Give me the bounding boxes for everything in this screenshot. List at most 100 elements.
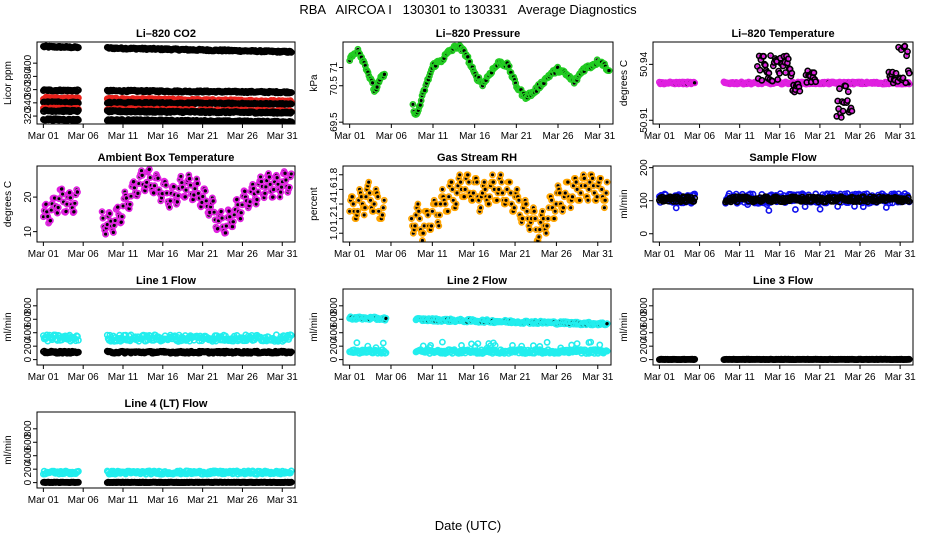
data-point <box>180 181 184 185</box>
data-point <box>51 194 59 202</box>
y-tick-label: 340 <box>23 94 34 111</box>
data-point <box>348 193 356 201</box>
data-point <box>267 175 271 179</box>
y-tick-label: 1.6 <box>329 182 340 196</box>
data-point <box>243 189 247 193</box>
data-point <box>489 171 496 179</box>
data-point <box>209 205 213 209</box>
data-point <box>238 217 243 221</box>
data-point <box>581 174 588 182</box>
data-point <box>548 196 555 204</box>
data-point <box>601 204 608 212</box>
data-point <box>503 185 511 193</box>
data-point <box>71 199 79 207</box>
y-tick-label: 10 <box>23 226 34 238</box>
data-point <box>816 205 824 213</box>
data-point <box>571 184 576 188</box>
data-point <box>240 203 244 207</box>
data-point <box>569 206 573 210</box>
y-tick-label: 360 <box>23 81 34 98</box>
data-point <box>280 185 284 189</box>
data-point <box>256 190 260 194</box>
data-point <box>416 202 420 206</box>
data-point <box>409 101 417 108</box>
data-point <box>380 196 388 204</box>
data-point <box>471 191 475 195</box>
data-point <box>512 206 516 210</box>
data-point <box>690 197 698 205</box>
data-point <box>758 76 766 84</box>
data-point <box>493 196 501 204</box>
data-point <box>367 196 374 204</box>
data-point <box>153 184 157 188</box>
x-tick-label: Mar 06 <box>68 249 100 260</box>
data-point <box>582 176 587 180</box>
data-point <box>112 223 116 227</box>
data-point <box>600 187 604 191</box>
data-point <box>418 217 422 221</box>
data-point <box>199 205 203 209</box>
data-point <box>224 224 228 228</box>
data-point <box>509 191 513 195</box>
data-point <box>146 166 153 173</box>
data-point <box>805 80 809 84</box>
data-point <box>59 190 66 198</box>
panel-title: Ambient Box Temperature <box>98 152 235 164</box>
series-line-1-upper <box>40 331 295 345</box>
data-point <box>186 175 193 182</box>
data-point <box>239 211 243 215</box>
data-point <box>448 185 456 193</box>
data-point <box>220 216 224 220</box>
data-point <box>587 187 591 191</box>
data-point <box>231 220 235 224</box>
data-point <box>500 191 505 195</box>
data-point <box>228 215 232 219</box>
data-point <box>183 195 187 199</box>
data-point <box>139 169 144 173</box>
data-point <box>192 193 196 197</box>
data-point <box>904 48 911 55</box>
data-point <box>531 215 539 222</box>
data-point <box>134 189 142 197</box>
data-point <box>576 196 584 204</box>
x-tick-label: Mar 11 <box>724 249 755 260</box>
data-point <box>287 100 295 108</box>
data-point <box>414 200 422 208</box>
data-point <box>795 83 803 91</box>
data-point <box>356 209 360 213</box>
data-point <box>362 193 370 201</box>
data-point <box>453 189 461 197</box>
data-point <box>372 202 376 206</box>
x-tick-label: Mar 01 <box>334 131 366 142</box>
data-point <box>765 69 773 77</box>
data-point <box>421 231 425 235</box>
data-point <box>253 196 261 203</box>
data-point <box>419 237 426 242</box>
data-point <box>57 197 61 201</box>
y-tick-label: 1.2 <box>329 211 340 225</box>
data-point <box>64 209 68 213</box>
y-axis-label: degrees C <box>619 60 630 106</box>
data-point <box>899 74 907 82</box>
data-point <box>249 180 257 188</box>
data-point <box>362 213 366 217</box>
data-point <box>846 90 850 94</box>
data-point <box>259 175 263 179</box>
series-ambient <box>40 166 295 238</box>
data-point <box>420 238 424 242</box>
data-point <box>363 206 367 210</box>
data-point <box>211 199 215 203</box>
data-point <box>152 191 156 195</box>
data-point <box>429 224 434 228</box>
data-point <box>461 185 469 193</box>
data-point <box>287 118 295 124</box>
data-point <box>578 198 582 202</box>
data-point <box>848 107 856 115</box>
data-point <box>569 193 576 201</box>
data-point <box>111 217 119 224</box>
series-band-425 <box>40 42 295 56</box>
data-point <box>837 107 841 111</box>
